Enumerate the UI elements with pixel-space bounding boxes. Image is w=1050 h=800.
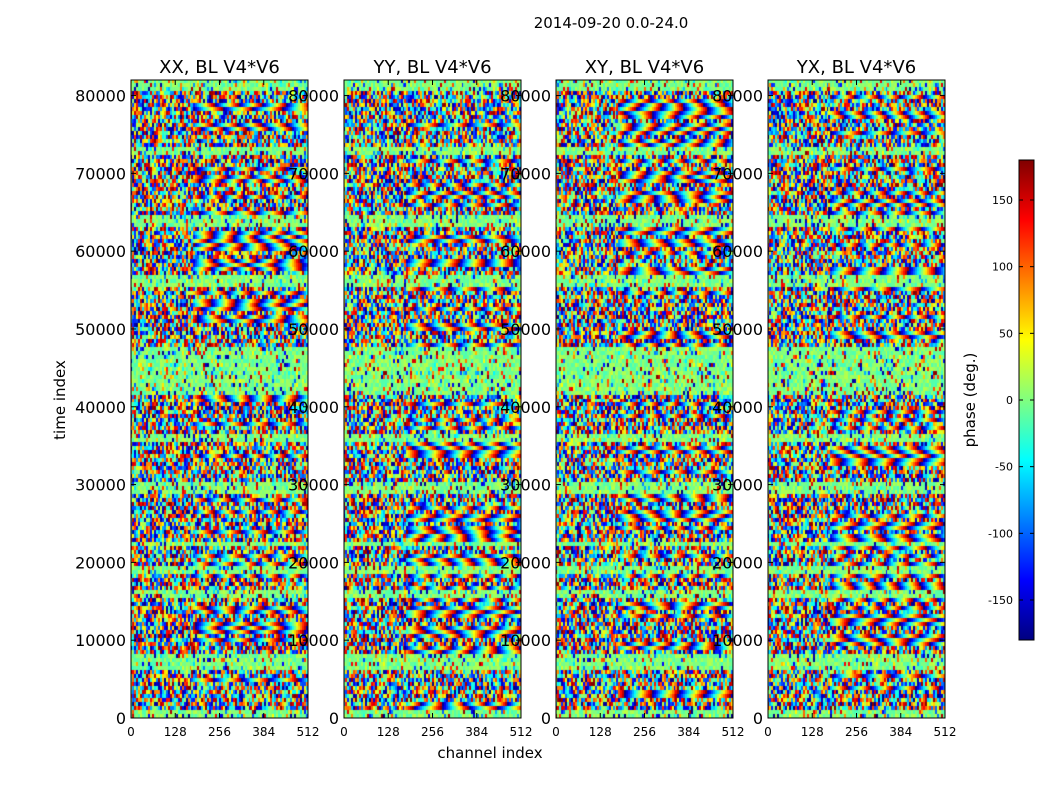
y-tick-label: 70000: [75, 164, 126, 183]
y-tick-label: 20000: [712, 553, 763, 572]
y-tick-label: 60000: [500, 242, 551, 261]
x-tick-label: 512: [510, 725, 533, 739]
y-tick-label: 20000: [500, 553, 551, 572]
colorbar-tick-label: 100: [992, 261, 1013, 274]
y-tick-label: 50000: [75, 320, 126, 339]
x-tick-label: 384: [677, 725, 700, 739]
y-tick-label: 10000: [288, 631, 339, 650]
y-tick-label: 80000: [500, 87, 551, 106]
panel-title: YX, BL V4*V6: [796, 57, 916, 78]
panel-title: XY, BL V4*V6: [585, 57, 704, 78]
figure-suptitle: 2014-09-20 0.0-24.0: [534, 14, 689, 32]
phase-heatmap: [131, 80, 308, 718]
y-tick-label: 20000: [75, 553, 126, 572]
y-tick-label: 40000: [712, 398, 763, 417]
x-tick-label: 256: [845, 725, 868, 739]
phase-heatmap-canvas: [556, 80, 733, 718]
y-tick-label: 10000: [712, 631, 763, 650]
y-tick-label: 10000: [500, 631, 551, 650]
x-tick-label: 512: [297, 725, 320, 739]
x-tick-label: 128: [377, 725, 400, 739]
y-tick-label: 30000: [712, 476, 763, 495]
colorbar-tick-label: 0: [1006, 394, 1013, 407]
phase-heatmap: [344, 80, 521, 718]
colorbar-tick-label: -150: [988, 594, 1013, 607]
panels: XX, BL V4*V6 0 10000 20000 30000 40000 50000 60…: [75, 57, 956, 739]
x-tick-label: 256: [633, 725, 656, 739]
y-tick-label: 0: [541, 709, 551, 728]
x-tick-label: 0: [340, 725, 348, 739]
y-tick-label: 40000: [288, 398, 339, 417]
y-tick-label: 70000: [712, 164, 763, 183]
y-tick-label: 40000: [75, 398, 126, 417]
x-tick-label: 128: [164, 725, 187, 739]
y-tick-label: 60000: [712, 242, 763, 261]
panel-3: XY, BL V4*V6 0 10000 20000 30000 40000 50000 60…: [500, 57, 744, 739]
y-tick-label: 30000: [75, 476, 126, 495]
panel-1: XX, BL V4*V6 0 10000 20000 30000 40000 50000 60…: [75, 57, 319, 739]
x-tick-label: 0: [552, 725, 560, 739]
y-tick-label: 0: [329, 709, 339, 728]
y-tick-label: 10000: [75, 631, 126, 650]
panel-4: YX, BL V4*V6 0 10000 20000 30000 40000 50000 60…: [712, 57, 956, 739]
phase-heatmap-canvas: [344, 80, 521, 718]
y-tick-label: 60000: [288, 242, 339, 261]
colorbar: 150 100 50 0 -50 -100 -150: [988, 159, 1035, 641]
colorbar-tick-label: 150: [992, 194, 1013, 207]
y-tick-label: 20000: [288, 553, 339, 572]
x-tick-label: 128: [589, 725, 612, 739]
colorbar-label: phase (deg.): [961, 353, 979, 448]
phase-heatmap: [768, 80, 945, 718]
x-tick-label: 512: [722, 725, 745, 739]
panel-2: YY, BL V4*V6 0 10000 20000 30000 40000 50000 60…: [288, 57, 532, 739]
y-axis-label: time index: [51, 360, 69, 440]
phase-heatmap-canvas: [768, 80, 945, 718]
y-tick-label: 60000: [75, 242, 126, 261]
y-tick-label: 50000: [712, 320, 763, 339]
colorbar-tick-label: 50: [999, 327, 1013, 340]
colorbar-tick-label: -50: [995, 461, 1013, 474]
x-tick-label: 0: [127, 725, 135, 739]
y-tick-label: 80000: [75, 87, 126, 106]
panel-title: YY, BL V4*V6: [372, 57, 491, 78]
x-tick-label: 256: [208, 725, 231, 739]
y-tick-label: 80000: [288, 87, 339, 106]
x-tick-label: 0: [764, 725, 772, 739]
y-tick-label: 40000: [500, 398, 551, 417]
y-tick-label: 80000: [712, 87, 763, 106]
x-tick-label: 512: [934, 725, 957, 739]
y-tick-label: 50000: [288, 320, 339, 339]
phase-heatmap-canvas: [131, 80, 308, 718]
y-tick-label: 50000: [500, 320, 551, 339]
y-tick-label: 30000: [288, 476, 339, 495]
phase-heatmap: [556, 80, 733, 718]
x-axis-label: channel index: [437, 744, 542, 762]
y-tick-label: 0: [116, 709, 126, 728]
x-tick-label: 128: [801, 725, 824, 739]
colorbar-tick-label: -100: [988, 527, 1013, 540]
x-tick-label: 384: [465, 725, 488, 739]
y-tick-label: 70000: [500, 164, 551, 183]
y-tick-label: 30000: [500, 476, 551, 495]
x-tick-label: 256: [421, 725, 444, 739]
x-tick-label: 384: [252, 725, 275, 739]
x-tick-label: 384: [889, 725, 912, 739]
y-tick-label: 70000: [288, 164, 339, 183]
panel-title: XX, BL V4*V6: [159, 57, 280, 78]
y-tick-label: 0: [753, 709, 763, 728]
